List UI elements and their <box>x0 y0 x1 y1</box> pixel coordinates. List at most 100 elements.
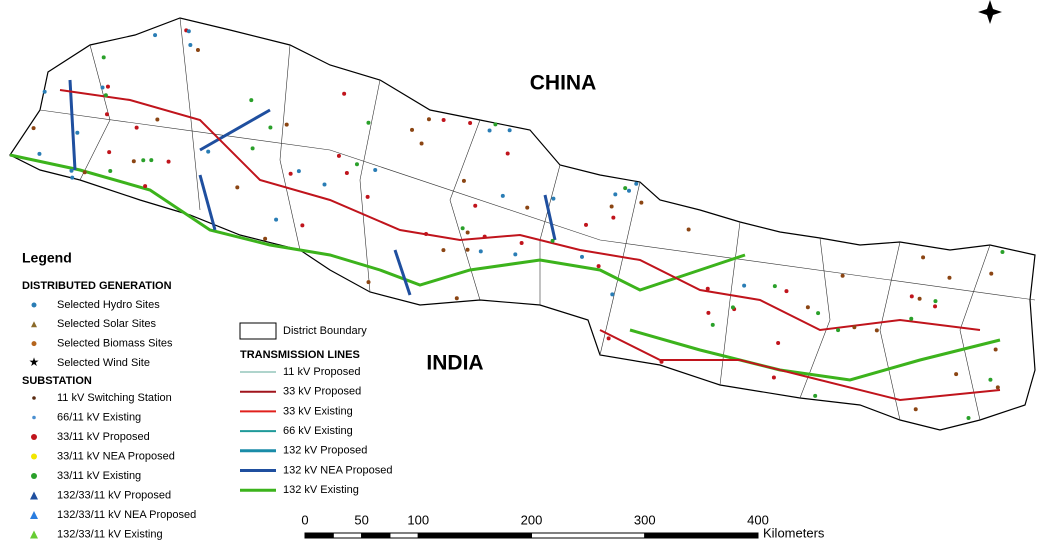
site-marker <box>988 377 993 382</box>
site-marker <box>342 91 347 96</box>
legend-item: 132 kV NEA Proposed <box>283 464 392 476</box>
site-marker <box>166 159 171 164</box>
site-marker <box>101 55 106 60</box>
nepal-map <box>9 17 1036 431</box>
site-marker <box>610 292 615 297</box>
site-marker <box>410 127 415 132</box>
site-marker <box>742 283 747 288</box>
site-marker <box>493 122 498 127</box>
legend-item: 33 kV Proposed <box>283 386 361 398</box>
site-marker <box>634 181 639 186</box>
legend-item: District Boundary <box>283 325 367 337</box>
legend-item: 132/33/11 kV NEA Proposed <box>57 509 196 521</box>
site-marker <box>611 215 616 220</box>
site-marker <box>186 29 191 34</box>
site-marker <box>947 275 952 280</box>
site-marker <box>188 42 193 47</box>
site-marker <box>149 158 154 163</box>
site-marker <box>426 117 431 122</box>
site-marker <box>1000 249 1005 254</box>
scale-segment <box>531 532 646 539</box>
legend-item: 33/11 kV NEA Proposed <box>57 450 175 462</box>
site-marker <box>816 311 821 316</box>
site-marker <box>487 128 492 133</box>
site-marker <box>840 273 845 278</box>
scale-label: 0 <box>301 512 308 527</box>
legend-item: 33/11 kV Existing <box>57 470 141 482</box>
site-marker <box>249 98 254 103</box>
scale-label: 200 <box>521 512 543 527</box>
scale-segment <box>304 532 334 539</box>
site-marker <box>995 385 1000 390</box>
country-label: INDIA <box>426 352 483 375</box>
site-marker <box>772 284 777 289</box>
site-marker <box>710 322 715 327</box>
site-marker <box>344 170 349 175</box>
legend-symbol <box>32 415 36 420</box>
site-marker <box>354 162 359 167</box>
scale-label: 400 <box>747 512 769 527</box>
legend-symbol <box>30 491 38 500</box>
site-marker <box>613 192 618 197</box>
site-marker <box>852 325 857 330</box>
site-marker <box>507 128 512 133</box>
site-marker <box>933 304 938 309</box>
scale-unit: Kilometers <box>763 525 825 540</box>
legend-item: Selected Biomass Sites <box>57 338 173 350</box>
legend-item: Selected Wind Site <box>57 357 150 369</box>
site-marker <box>460 226 465 231</box>
legend-symbol <box>31 434 37 440</box>
site-marker <box>771 375 776 380</box>
site-marker <box>776 340 781 345</box>
site-marker <box>705 286 710 291</box>
site-marker <box>473 203 478 208</box>
site-marker <box>284 122 289 127</box>
site-marker <box>82 170 87 175</box>
site-marker <box>478 249 483 254</box>
country-label: CHINA <box>530 72 597 95</box>
legend-item: 33/11 kV Proposed <box>57 431 150 443</box>
site-marker <box>606 336 611 341</box>
legend-symbol <box>31 473 37 479</box>
site-marker <box>966 415 971 420</box>
legend-symbol <box>31 302 37 308</box>
site-marker <box>268 125 273 130</box>
site-marker <box>813 393 818 398</box>
legend-item: 132/33/11 kV Existing <box>57 528 163 540</box>
legend: DISTRIBUTED GENERATION Selected Hydro Sit… <box>22 280 392 541</box>
site-marker <box>989 271 994 276</box>
site-marker <box>579 254 584 259</box>
site-marker <box>441 117 446 122</box>
legend-item: 11 kV Switching Station <box>57 392 172 404</box>
site-marker <box>468 121 473 126</box>
north-arrow <box>978 0 1002 24</box>
site-marker <box>921 255 926 260</box>
site-marker <box>913 407 918 412</box>
site-marker <box>69 168 74 173</box>
site-marker <box>505 151 510 156</box>
site-marker <box>909 316 914 321</box>
site-marker <box>155 117 160 122</box>
scale-label: 300 <box>634 512 656 527</box>
scale-segment <box>361 532 391 539</box>
site-marker <box>550 238 555 243</box>
legend-item: Selected Hydro Sites <box>57 299 160 311</box>
site-marker <box>336 153 341 158</box>
site-marker <box>730 305 735 310</box>
legend-item: Selected Solar Sites <box>57 318 157 330</box>
site-marker <box>513 252 518 257</box>
site-marker <box>954 372 959 377</box>
site-marker <box>322 182 327 187</box>
site-marker <box>195 48 200 53</box>
site-marker <box>461 178 466 183</box>
site-marker <box>419 141 424 146</box>
site-marker <box>108 169 113 174</box>
site-marker <box>609 204 614 209</box>
scale-label: 100 <box>407 512 429 527</box>
site-marker <box>42 89 47 94</box>
site-marker <box>465 247 470 252</box>
scale-segment <box>417 532 532 539</box>
scale-segment <box>332 532 363 539</box>
site-marker <box>933 299 938 304</box>
